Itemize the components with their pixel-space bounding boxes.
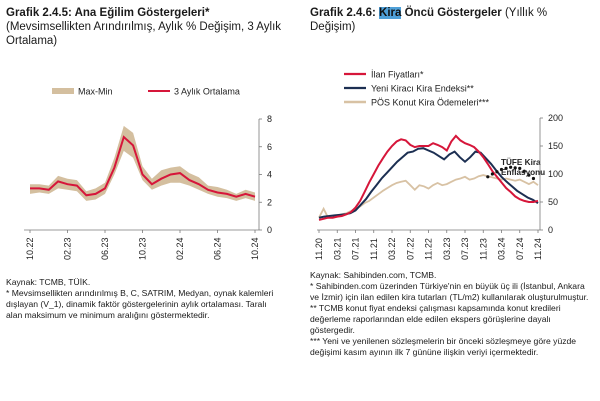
x-tick-label: 02.24 — [175, 237, 185, 260]
right-footnote-1: * Sahibinden.com üzerinden Türkiye'nin e… — [310, 281, 589, 302]
left-chart-svg: Max-Min 3 Aylık Ortalama 10.22 02.23 06.23 10… — [24, 87, 272, 260]
y-tick-label: 50 — [548, 197, 558, 207]
x-tick-label: 10.23 — [138, 237, 148, 260]
legend-label-band: Max-Min — [78, 87, 113, 97]
y-tick-label: 2 — [267, 197, 272, 207]
x-tick-label: 06.23 — [100, 237, 110, 260]
right-chart-title: Grafik 2.4.6: Kira Öncü Göstergeler (Yıl… — [310, 6, 590, 34]
y-tick-label: 100 — [548, 169, 563, 179]
marker-tufe-kira — [495, 170, 499, 174]
x-tick-label: 11.23 — [478, 238, 488, 260]
legend-entry-ilan-label: İlan Fiyatları* — [371, 69, 424, 79]
marker-tufe-kira — [522, 169, 526, 173]
legend-label-line: 3 Aylık Ortalama — [174, 87, 240, 97]
left-chart-title-bold: Grafik 2.4.5: Ana Eğilim Göstergeleri* — [6, 7, 210, 19]
marker-tufe-kira — [490, 172, 494, 176]
right-chart-title-paren: (Yıllık % Değişim) — [310, 7, 548, 33]
x-tick-label: 07.24 — [515, 237, 525, 260]
right-chart-title-prefix: Grafik 2.4.6: — [310, 7, 380, 19]
right-chart-title-highlight: Kira — [379, 7, 402, 19]
x-tick-label: 07.21 — [351, 237, 361, 260]
left-footnotes: Kaynak: TCMB, TÜİK. * Mevsimsellikten ar… — [6, 277, 278, 321]
x-tick-label: 10.24 — [250, 237, 260, 260]
right-footnote-3: *** Yeni ve yenilenen sözleşmelerin bir … — [310, 336, 577, 357]
x-tick-label: 03.21 — [332, 237, 342, 260]
left-footnote-source: Kaynak: TCMB, TÜİK. — [6, 277, 91, 287]
y-tick-label: 150 — [548, 141, 563, 151]
marker-tufe-kira — [486, 175, 490, 179]
x-tick-label: 11.20 — [314, 238, 324, 260]
legend-entry-yeni-kiraci-label: Yeni Kiracı Kira Endeksi** — [371, 83, 474, 93]
x-tick-label: 11.22 — [424, 238, 434, 260]
chart-panel-left: Grafik 2.4.5: Ana Eğilim Göstergeleri* (… — [0, 0, 290, 401]
right-footnote-2: ** TCMB konut fiyat endeksi çalışması ka… — [310, 303, 561, 335]
x-tick-label: 07.23 — [460, 237, 470, 260]
marker-tufe-kira — [513, 166, 517, 170]
x-tick-label: 11.24 — [533, 238, 543, 260]
right-footnotes: Kaynak: Sahibinden.com, TCMB. * Sahibind… — [310, 270, 594, 358]
series-line-yeni-kiraci — [318, 147, 539, 219]
left-chart-title: Grafik 2.4.5: Ana Eğilim Göstergeleri* (… — [6, 6, 286, 48]
y-tick-label: 4 — [267, 170, 272, 180]
x-tick-label: 03.22 — [387, 237, 397, 260]
annotation-line1: TÜFE Kira — [501, 157, 541, 167]
y-tick-label: 8 — [267, 114, 272, 124]
series-line-ilan-fiyatlari — [318, 134, 539, 221]
marker-tufe-kira — [509, 165, 513, 169]
x-tick-label: 11.21 — [369, 238, 379, 260]
legend-entry-pos-label: PÖS Konut Kira Ödemeleri*** — [371, 97, 490, 107]
series-band-max-min — [30, 125, 255, 201]
y-tick-label: 6 — [267, 142, 272, 152]
marker-tufe-kira — [531, 176, 536, 181]
x-tick-label: 06.24 — [213, 237, 223, 260]
x-tick-label: 03.23 — [442, 237, 452, 260]
x-tick-label: 07.22 — [405, 237, 415, 260]
annotation-line2: Enflasyonu — [501, 168, 545, 177]
right-footnote-source: Kaynak: Sahibinden.com, TCMB. — [310, 270, 437, 280]
marker-tufe-kira — [527, 173, 531, 177]
marker-tufe-kira — [499, 167, 504, 172]
left-chart-subtitle: (Mevsimsellikten Arındırılmış, Aylık % D… — [6, 21, 282, 47]
x-tick-label: 03.24 — [497, 237, 507, 260]
x-tick-label: 02.23 — [63, 237, 73, 260]
y-tick-label: 200 — [548, 113, 563, 123]
x-tick-label: 10.22 — [25, 237, 35, 260]
marker-tufe-kira — [504, 166, 508, 170]
y-tick-label: 0 — [548, 225, 553, 235]
right-chart-title-rest: Öncü Göstergeler — [401, 7, 502, 19]
series-line-3-aylik-ortalama — [30, 135, 256, 198]
y-tick-label: 0 — [267, 225, 272, 235]
marker-tufe-kira — [518, 166, 522, 170]
chart-panel-right: Grafik 2.4.6: Kira Öncü Göstergeler (Yıl… — [304, 0, 600, 401]
left-footnote-1: * Mevsimsellikten arındırılmış B, C, SAT… — [6, 288, 274, 320]
